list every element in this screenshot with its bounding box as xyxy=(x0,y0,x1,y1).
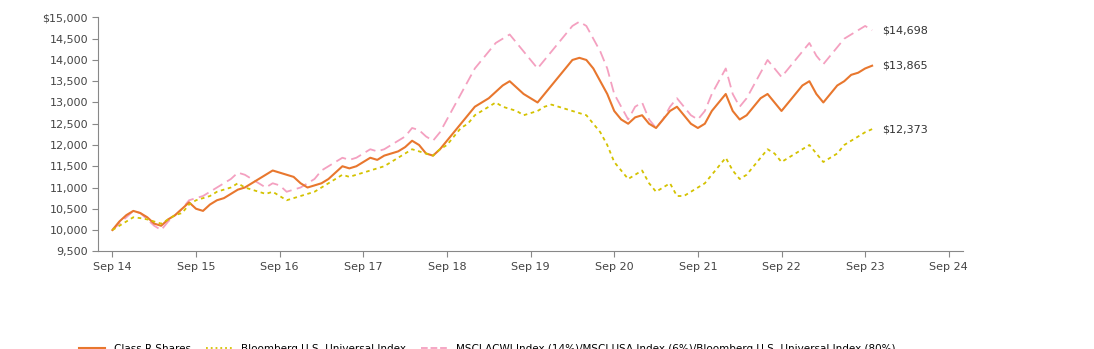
Bloomberg U.S. Universal Index xyxy=(865,127,878,131)
Bloomberg U.S. Universal Index xyxy=(489,101,502,105)
MSCI ACWI Index (14%)/MSCI USA Index (6%)/Bloomberg U.S. Universal Index (80%) xyxy=(475,58,488,62)
Line: Bloomberg U.S. Universal Index: Bloomberg U.S. Universal Index xyxy=(113,103,872,230)
Legend: Class R Shares, Bloomberg U.S. Universal Index, MSCI ACWI Index (14%)/MSCI USA I: Class R Shares, Bloomberg U.S. Universal… xyxy=(75,340,899,349)
MSCI ACWI Index (14%)/MSCI USA Index (6%)/Bloomberg U.S. Universal Index (80%) xyxy=(851,28,864,32)
Line: MSCI ACWI Index (14%)/MSCI USA Index (6%)/Bloomberg U.S. Universal Index (80%): MSCI ACWI Index (14%)/MSCI USA Index (6%… xyxy=(113,22,872,230)
MSCI ACWI Index (14%)/MSCI USA Index (6%)/Bloomberg U.S. Universal Index (80%) xyxy=(106,228,119,232)
Bloomberg U.S. Universal Index xyxy=(475,109,488,113)
Class R Shares xyxy=(475,101,488,105)
MSCI ACWI Index (14%)/MSCI USA Index (6%)/Bloomberg U.S. Universal Index (80%) xyxy=(865,28,878,32)
Line: Class R Shares: Class R Shares xyxy=(113,58,872,230)
Class R Shares xyxy=(650,126,663,130)
Text: $13,865: $13,865 xyxy=(883,61,928,71)
Class R Shares xyxy=(824,92,837,96)
MSCI ACWI Index (14%)/MSCI USA Index (6%)/Bloomberg U.S. Universal Index (80%) xyxy=(650,126,663,130)
Text: $12,373: $12,373 xyxy=(883,124,929,134)
Bloomberg U.S. Universal Index xyxy=(851,134,864,139)
MSCI ACWI Index (14%)/MSCI USA Index (6%)/Bloomberg U.S. Universal Index (80%) xyxy=(573,20,586,24)
Bloomberg U.S. Universal Index xyxy=(650,190,663,194)
MSCI ACWI Index (14%)/MSCI USA Index (6%)/Bloomberg U.S. Universal Index (80%) xyxy=(454,92,467,96)
Bloomberg U.S. Universal Index xyxy=(329,177,342,181)
Class R Shares xyxy=(851,70,864,75)
Class R Shares xyxy=(573,56,586,60)
Bloomberg U.S. Universal Index xyxy=(106,228,119,232)
Text: $14,698: $14,698 xyxy=(883,25,929,35)
MSCI ACWI Index (14%)/MSCI USA Index (6%)/Bloomberg U.S. Universal Index (80%) xyxy=(329,160,342,164)
Class R Shares xyxy=(106,228,119,232)
Class R Shares xyxy=(454,122,467,126)
MSCI ACWI Index (14%)/MSCI USA Index (6%)/Bloomberg U.S. Universal Index (80%) xyxy=(824,54,837,58)
Bloomberg U.S. Universal Index xyxy=(824,156,837,160)
Class R Shares xyxy=(329,171,342,175)
Class R Shares xyxy=(865,64,878,68)
Bloomberg U.S. Universal Index xyxy=(454,126,467,130)
